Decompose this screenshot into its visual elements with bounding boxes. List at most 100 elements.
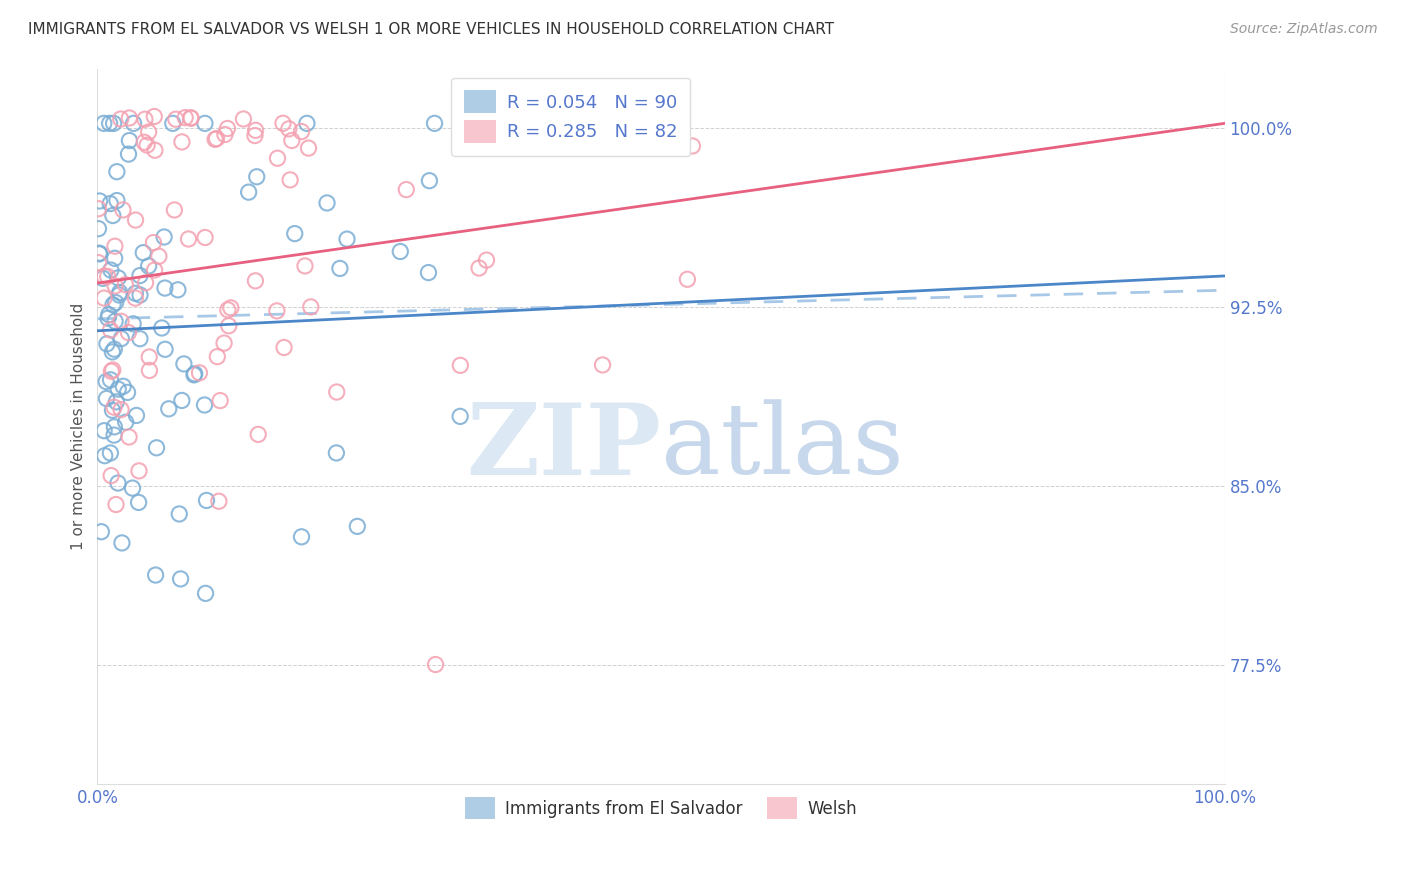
Point: [105, 194, 128, 208]
Point: [128, 495, 150, 509]
Point: [169, 572, 191, 586]
Point: [122, 317, 145, 331]
Point: [108, 285, 131, 300]
Point: [183, 368, 205, 382]
Point: [129, 268, 152, 283]
Point: [104, 295, 127, 310]
Point: [101, 403, 124, 417]
Point: [93, 116, 115, 130]
Point: [162, 116, 184, 130]
Point: [297, 141, 319, 155]
Point: [98, 196, 121, 211]
Point: [271, 116, 294, 130]
Point: [418, 174, 440, 188]
Point: [284, 227, 307, 241]
Point: [193, 398, 215, 412]
Point: [110, 314, 132, 328]
Point: [105, 164, 128, 178]
Point: [173, 357, 195, 371]
Point: [96, 336, 118, 351]
Point: [336, 232, 359, 246]
Point: [245, 123, 267, 137]
Point: [108, 288, 131, 302]
Point: [100, 373, 122, 387]
Text: IMMIGRANTS FROM EL SALVADOR VS WELSH 1 OR MORE VEHICLES IN HOUSEHOLD CORRELATION: IMMIGRANTS FROM EL SALVADOR VS WELSH 1 O…: [28, 22, 834, 37]
Point: [112, 379, 135, 393]
Point: [180, 112, 202, 126]
Point: [145, 568, 167, 582]
Point: [107, 382, 129, 396]
Point: [194, 586, 217, 600]
Point: [121, 481, 143, 495]
Point: [93, 291, 115, 305]
Point: [138, 363, 160, 377]
Point: [217, 302, 239, 317]
Point: [273, 341, 295, 355]
Point: [117, 147, 139, 161]
Point: [105, 394, 128, 409]
Point: [103, 116, 125, 130]
Point: [153, 230, 176, 244]
Point: [124, 291, 146, 305]
Point: [93, 424, 115, 438]
Point: [91, 271, 114, 285]
Point: [209, 393, 232, 408]
Point: [150, 321, 173, 335]
Point: [101, 363, 124, 377]
Point: [266, 151, 288, 165]
Point: [188, 366, 211, 380]
Point: [104, 239, 127, 253]
Point: [100, 468, 122, 483]
Point: [104, 314, 127, 328]
Point: [153, 343, 176, 357]
Point: [238, 185, 260, 199]
Point: [100, 446, 122, 460]
Point: [212, 336, 235, 351]
Point: [143, 263, 166, 277]
Point: [124, 286, 146, 301]
Point: [346, 519, 368, 533]
Point: [246, 169, 269, 184]
Point: [110, 112, 132, 126]
Point: [245, 274, 267, 288]
Point: [96, 375, 118, 389]
Point: [90, 524, 112, 539]
Point: [425, 657, 447, 672]
Point: [326, 384, 349, 399]
Point: [117, 385, 139, 400]
Point: [148, 249, 170, 263]
Point: [104, 279, 127, 293]
Point: [100, 263, 122, 277]
Point: [101, 345, 124, 359]
Point: [87, 255, 110, 269]
Point: [295, 116, 318, 130]
Point: [103, 428, 125, 442]
Point: [219, 301, 242, 315]
Point: [266, 304, 288, 318]
Point: [194, 230, 217, 244]
Point: [97, 311, 120, 326]
Point: [114, 277, 136, 292]
Point: [89, 194, 111, 208]
Point: [96, 392, 118, 406]
Point: [89, 246, 111, 260]
Point: [107, 476, 129, 491]
Point: [681, 139, 703, 153]
Y-axis label: 1 or more Vehicles in Household: 1 or more Vehicles in Household: [72, 302, 86, 549]
Point: [103, 342, 125, 356]
Point: [111, 536, 134, 550]
Point: [142, 235, 165, 250]
Point: [124, 213, 146, 227]
Point: [128, 464, 150, 478]
Point: [180, 111, 202, 125]
Point: [290, 125, 312, 139]
Point: [204, 132, 226, 146]
Point: [135, 276, 157, 290]
Point: [389, 244, 412, 259]
Point: [111, 202, 134, 217]
Point: [103, 400, 125, 414]
Point: [100, 364, 122, 378]
Point: [325, 446, 347, 460]
Point: [174, 111, 197, 125]
Point: [475, 253, 498, 268]
